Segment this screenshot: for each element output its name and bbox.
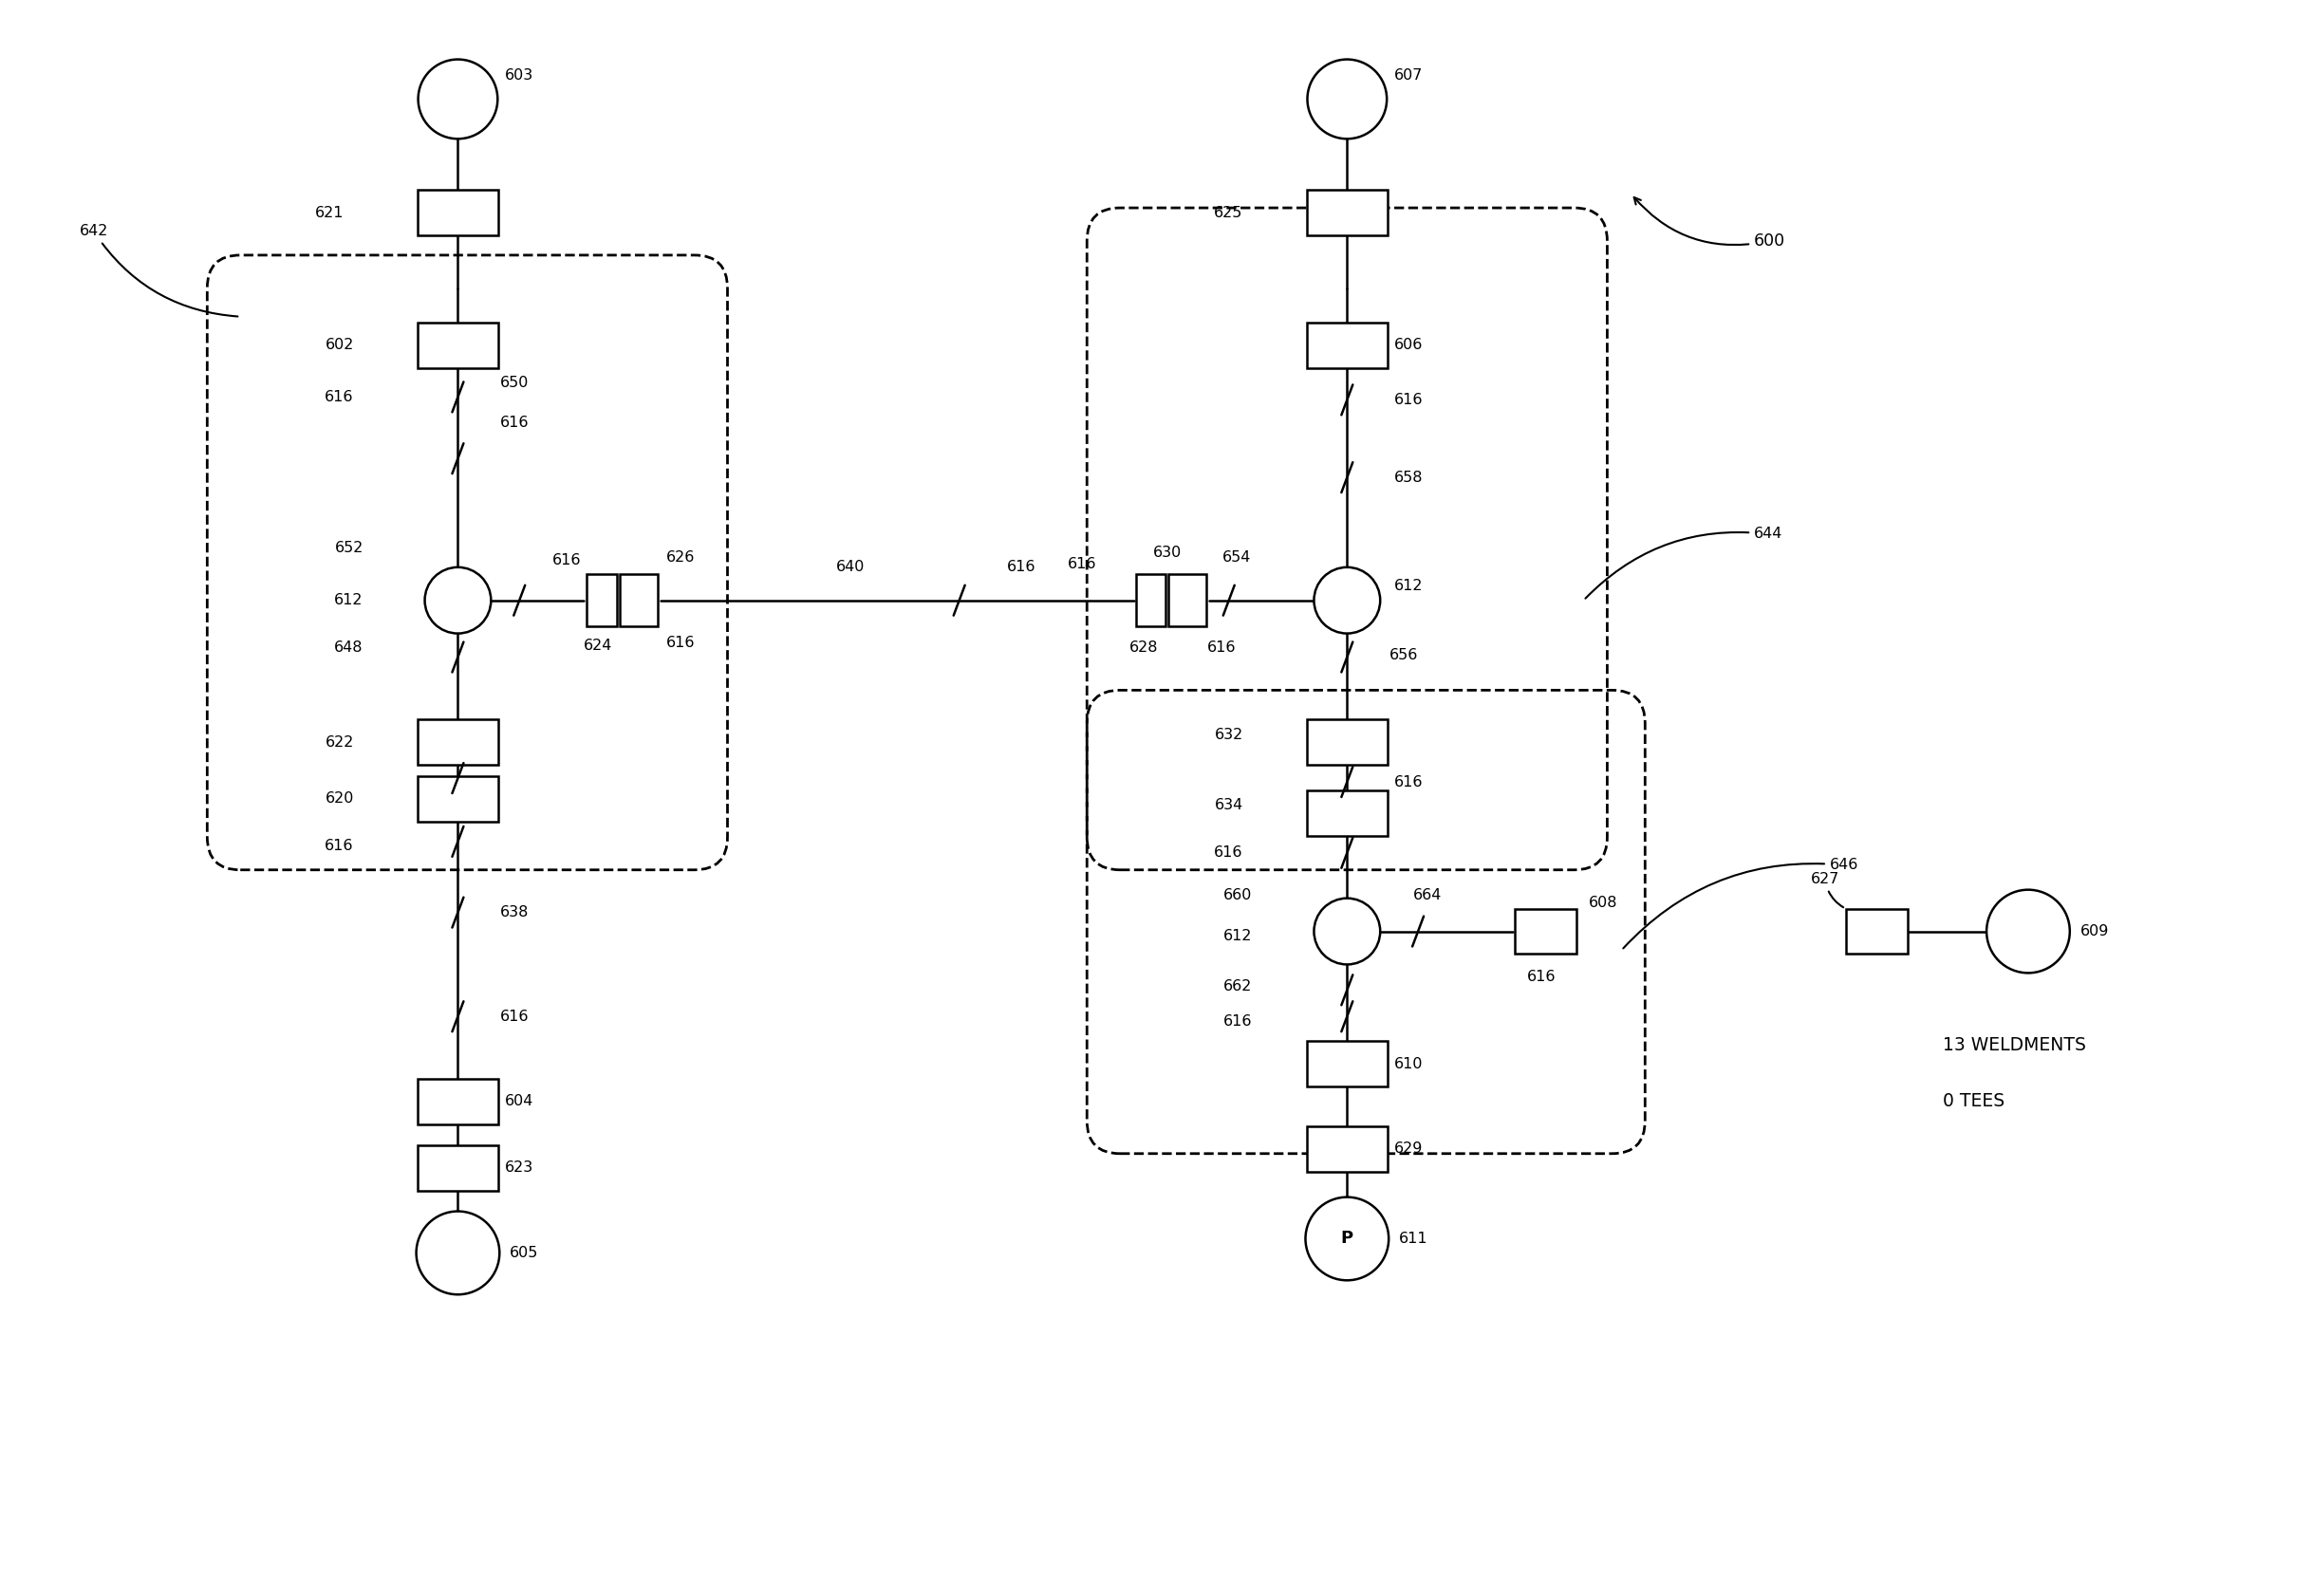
Text: 611: 611 [1399,1232,1429,1246]
Text: 648: 648 [335,640,363,654]
Text: 629: 629 [1394,1141,1424,1156]
Text: 644: 644 [1586,527,1783,598]
Text: 623: 623 [506,1160,534,1175]
Text: 624: 624 [583,638,613,653]
Text: 610: 610 [1394,1057,1424,1071]
Bar [1306,1041,1387,1087]
Bar [620,575,659,626]
Bar [587,575,617,626]
Text: 662: 662 [1223,978,1253,993]
Text: 600: 600 [1635,198,1785,249]
Text: 638: 638 [499,905,529,919]
Text: 612: 612 [1394,579,1424,594]
Text: 609: 609 [2081,924,2109,938]
Text: 650: 650 [499,375,529,389]
Bar [1306,720,1387,764]
Text: 642: 642 [79,225,238,316]
Text: 634: 634 [1214,798,1244,812]
Text: 625: 625 [1214,206,1244,220]
Text: 616: 616 [1006,560,1036,575]
Text: 616: 616 [326,839,354,854]
Text: 616: 616 [553,554,580,568]
Bar [1306,790,1387,836]
Text: 626: 626 [666,551,696,565]
Text: 604: 604 [506,1095,534,1109]
Text: 622: 622 [326,736,354,749]
Text: 616: 616 [499,1009,529,1023]
Bar [418,1144,497,1191]
Text: P: P [1341,1231,1353,1246]
Bar [1514,908,1577,954]
Text: 616: 616 [1394,774,1424,788]
Text: 616: 616 [1207,640,1237,654]
Text: 632: 632 [1214,728,1244,742]
Text: 656: 656 [1390,648,1420,662]
Bar [1845,908,1907,954]
Bar [1306,1127,1387,1171]
Circle shape [416,1211,499,1294]
Text: 616: 616 [1214,846,1244,860]
Text: 612: 612 [335,594,363,608]
Text: 660: 660 [1223,889,1253,902]
Text: 606: 606 [1394,338,1424,353]
Bar [1170,575,1207,626]
Text: 607: 607 [1394,69,1424,83]
Bar [418,190,497,235]
Circle shape [1986,889,2069,974]
Bar [418,776,497,822]
Circle shape [418,59,497,139]
Bar [1306,322,1387,367]
Text: 616: 616 [1223,1013,1253,1028]
Circle shape [1313,899,1380,964]
Text: 646: 646 [1623,859,1859,948]
Text: 602: 602 [326,338,354,353]
Circle shape [1306,59,1387,139]
Text: 628: 628 [1128,640,1158,654]
Bar [418,1079,497,1124]
Text: 603: 603 [506,69,534,83]
Text: 616: 616 [666,635,696,650]
Bar [418,322,497,367]
Text: 654: 654 [1223,551,1251,565]
Circle shape [425,567,490,634]
Text: 616: 616 [326,389,354,404]
Circle shape [1313,567,1380,634]
Text: 630: 630 [1154,546,1181,560]
Text: 13 WELDMENTS: 13 WELDMENTS [1942,1036,2085,1053]
Text: 616: 616 [1394,393,1424,407]
Text: 616: 616 [1526,970,1556,983]
Text: 664: 664 [1413,889,1443,902]
Text: 612: 612 [1223,929,1253,943]
Text: 658: 658 [1394,471,1424,485]
Text: 620: 620 [326,792,354,806]
Bar [418,720,497,764]
Text: 0 TEES: 0 TEES [1942,1093,2005,1111]
Text: 640: 640 [837,560,865,575]
Circle shape [1306,1197,1390,1280]
Text: 621: 621 [314,206,344,220]
Text: 616: 616 [499,415,529,429]
Text: 605: 605 [511,1246,539,1259]
Bar [1135,575,1165,626]
Bar [1306,190,1387,235]
Text: 616: 616 [1068,557,1096,571]
Text: 652: 652 [335,541,363,555]
Text: 608: 608 [1588,895,1618,910]
Text: 627: 627 [1810,873,1843,908]
